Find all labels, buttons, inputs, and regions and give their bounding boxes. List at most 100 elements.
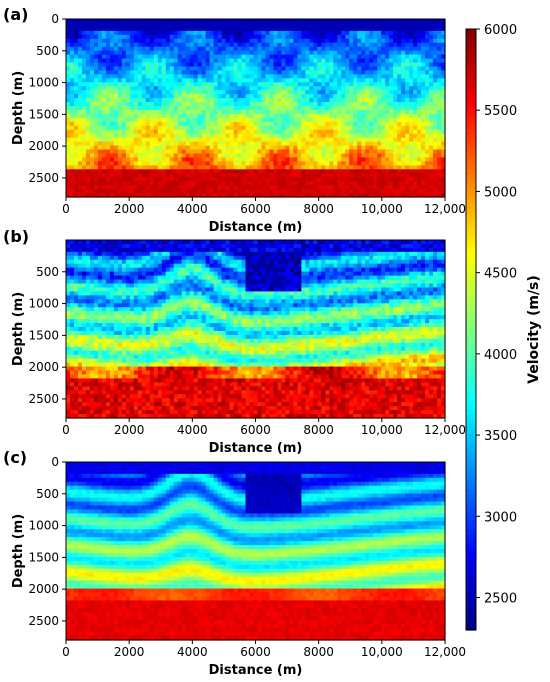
colorbar-segment: [466, 39, 476, 45]
colorbar-segment: [466, 109, 476, 115]
colorbar-segment: [466, 44, 476, 50]
colorbar-segment: [466, 414, 476, 421]
colorbar-segment: [466, 494, 476, 501]
y-tick-label: 1500: [28, 328, 59, 342]
colorbar-segment: [466, 114, 476, 120]
y-tick-label: 2000: [28, 139, 59, 153]
colorbar-segment: [466, 564, 476, 571]
colorbar-tick-label: 3000: [484, 510, 517, 525]
y-tick-label: 2000: [28, 360, 59, 374]
x-tick-label: 2000: [114, 645, 145, 659]
y-axis-label: Depth (m): [11, 71, 26, 145]
colorbar-segment: [466, 544, 476, 551]
colorbar-segment: [466, 284, 476, 291]
colorbar-segment: [466, 89, 476, 95]
colorbar-segment: [466, 209, 476, 215]
x-tick-label: 0: [62, 202, 70, 216]
colorbar-segment: [466, 124, 476, 130]
panel-c: 0 2000 4000 6000 8000 10,000 12,000 0 500 1000 150…: [3, 448, 466, 678]
y-tick-label: 500: [36, 44, 59, 58]
colorbar-segment: [466, 479, 476, 486]
colorbar-segment: [466, 94, 476, 100]
colorbar-segment: [466, 359, 476, 366]
colorbar-segment: [466, 144, 476, 150]
panel-label: (c): [3, 448, 27, 467]
colorbar-segment: [466, 504, 476, 511]
colorbar-segment: [466, 539, 476, 546]
panel-label: (b): [3, 227, 29, 246]
y-tick-label: 2000: [28, 582, 59, 596]
colorbar-segment: [466, 459, 476, 466]
x-tick-label: 12,000: [424, 202, 466, 216]
y-tick-label: 1000: [28, 519, 59, 533]
colorbar-segment: [466, 249, 476, 255]
colorbar-segment: [466, 514, 476, 521]
colorbar-tick-label: 6000: [484, 23, 517, 38]
colorbar-segment: [466, 69, 476, 75]
colorbar-segment: [466, 169, 476, 175]
colorbar-segment: [466, 194, 476, 200]
y-tick-label: 2500: [28, 392, 59, 406]
colorbar-segment: [466, 74, 476, 80]
colorbar-segment: [466, 464, 476, 471]
y-axis-label: Depth (m): [11, 514, 26, 588]
colorbar-segment: [466, 469, 476, 476]
colorbar-label: Velocity (m/s): [526, 275, 542, 384]
y-tick-label: 0: [51, 12, 59, 26]
x-axis-label: Distance (m): [209, 663, 303, 678]
x-tick-label: 8000: [303, 423, 334, 437]
colorbar: 6000 5500 5000 4500 4000 3500 3000 2500 Velocity…: [465, 23, 542, 631]
colorbar-tick-label: 4000: [484, 348, 517, 363]
colorbar-segment: [466, 214, 476, 220]
colorbar-segment: [466, 349, 476, 356]
colorbar-segment: [466, 599, 476, 606]
colorbar-segment: [466, 154, 476, 160]
x-tick-label: 2000: [114, 202, 145, 216]
colorbar-segment: [466, 439, 476, 446]
colorbar-segment: [466, 584, 476, 591]
x-tick-label: 10,000: [361, 645, 403, 659]
colorbar-segment: [466, 339, 476, 346]
colorbar-segment: [466, 434, 476, 441]
heatmap-field: [66, 240, 446, 419]
colorbar-segment: [466, 189, 476, 195]
colorbar-segment: [466, 259, 476, 265]
x-tick-label: 10,000: [361, 423, 403, 437]
colorbar-tick-label: 2500: [484, 592, 517, 607]
y-tick-label: 1000: [28, 76, 59, 90]
colorbar-segment: [466, 399, 476, 406]
colorbar-segment: [466, 429, 476, 436]
colorbar-segment: [466, 309, 476, 316]
y-tick-label: 500: [36, 265, 59, 279]
x-tick-label: 6000: [240, 202, 271, 216]
colorbar-segment: [466, 379, 476, 386]
colorbar-segment: [466, 444, 476, 451]
colorbar-segment: [466, 199, 476, 205]
colorbar-segment: [466, 274, 476, 281]
colorbar-segment: [466, 229, 476, 235]
colorbar-segment: [466, 549, 476, 556]
panel-label: (a): [3, 5, 28, 24]
x-axis-label: Distance (m): [209, 220, 303, 235]
colorbar-segment: [466, 129, 476, 135]
colorbar-segment: [466, 389, 476, 396]
colorbar-segment: [466, 119, 476, 125]
colorbar-segment: [466, 449, 476, 456]
x-tick-label: 8000: [303, 645, 334, 659]
colorbar-segment: [466, 554, 476, 561]
colorbar-segment: [466, 234, 476, 240]
x-tick-label: 4000: [177, 645, 208, 659]
colorbar-segment: [466, 489, 476, 496]
colorbar-segment: [466, 534, 476, 541]
colorbar-segment: [466, 139, 476, 145]
y-axis-label: Depth (m): [11, 292, 26, 366]
colorbar-segment: [466, 509, 476, 516]
colorbar-segment: [466, 179, 476, 185]
colorbar-segment: [466, 614, 476, 621]
colorbar-segment: [466, 409, 476, 416]
colorbar-segment: [466, 254, 476, 260]
colorbar-segment: [466, 219, 476, 225]
panel-b: 0 2000 4000 6000 8000 10,000 12,000 500 1000 1500…: [3, 227, 466, 456]
colorbar-segment: [466, 594, 476, 601]
colorbar-segment: [466, 329, 476, 336]
